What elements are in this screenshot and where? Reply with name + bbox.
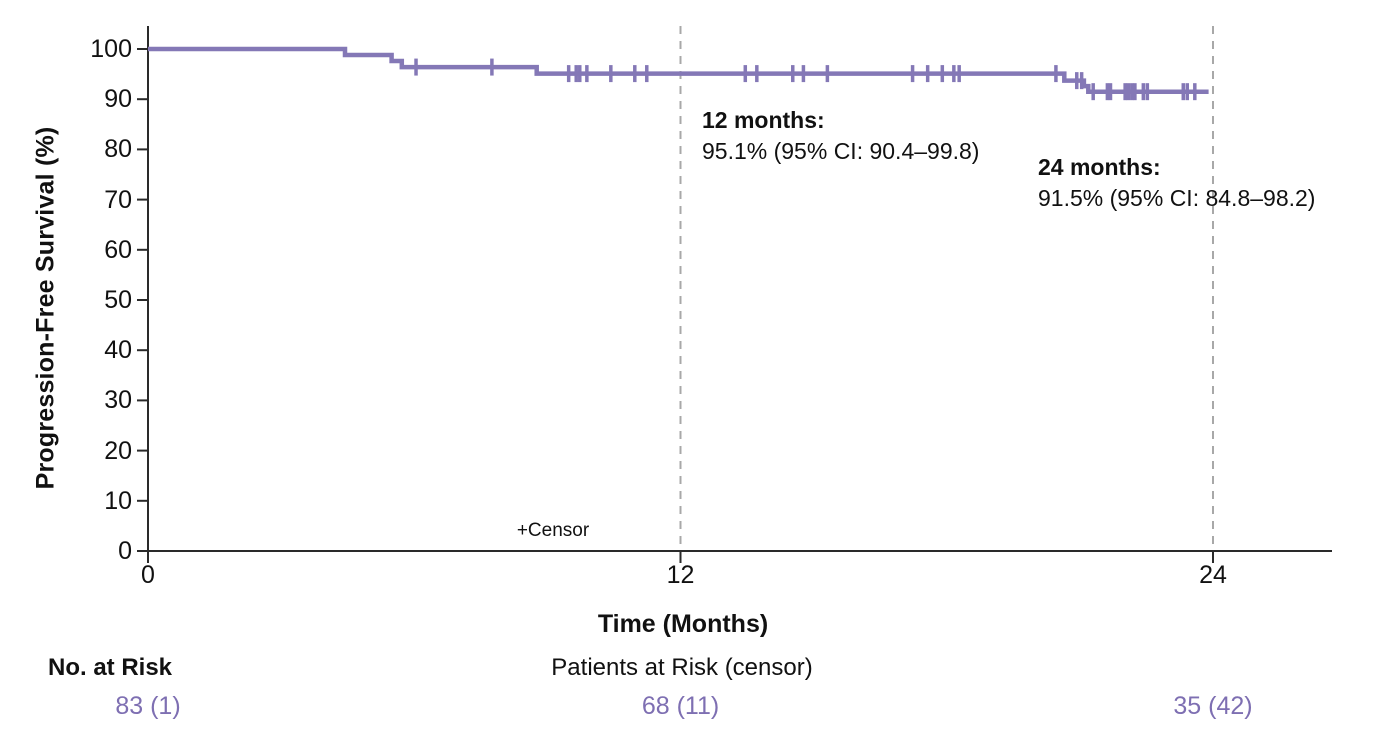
annotation-12-title: 12 months: (702, 107, 825, 133)
censor-legend-label: +Censor (516, 520, 590, 541)
y-tick-label: 0 (118, 537, 132, 565)
survival-curve (148, 46, 1209, 94)
y-tick-label: 20 (104, 436, 132, 465)
x-axis-title: Time (Months) (597, 610, 769, 638)
risk-table-note: Patients at Risk (censor) (551, 654, 813, 681)
risk-value-24mo: 35 (42) (1173, 692, 1253, 720)
y-tick-label: 60 (104, 235, 132, 264)
y-tick-label: 90 (104, 85, 132, 114)
annotation-24-value: 91.5% (95% CI: 84.8–98.2) (1038, 185, 1316, 211)
y-tick-label: 70 (104, 185, 132, 214)
y-tick-label: 50 (104, 286, 132, 314)
x-tick-label: 0 (141, 561, 155, 589)
y-tick-label: 100 (90, 35, 132, 63)
annotation-24-months: 24 months: 91.5% (95% CI: 84.8–98.2) (1038, 152, 1315, 214)
annotation-24-title: 24 months: (1038, 154, 1161, 180)
risk-value-0mo: 83 (1) (115, 692, 181, 720)
x-tick-label: 24 (1199, 561, 1227, 589)
risk-value-12mo: 68 (11) (641, 692, 720, 720)
risk-table-header: No. at Risk (48, 654, 173, 681)
y-tick-label: 10 (104, 486, 132, 515)
y-tick-label: 30 (104, 386, 132, 415)
annotation-12-value: 95.1% (95% CI: 90.4–99.8) (702, 138, 980, 164)
annotation-12-months: 12 months: 95.1% (95% CI: 90.4–99.8) (702, 105, 979, 167)
y-tick-label: 40 (104, 336, 132, 365)
y-tick-label: 80 (104, 135, 132, 164)
x-tick-label: 12 (666, 561, 695, 589)
